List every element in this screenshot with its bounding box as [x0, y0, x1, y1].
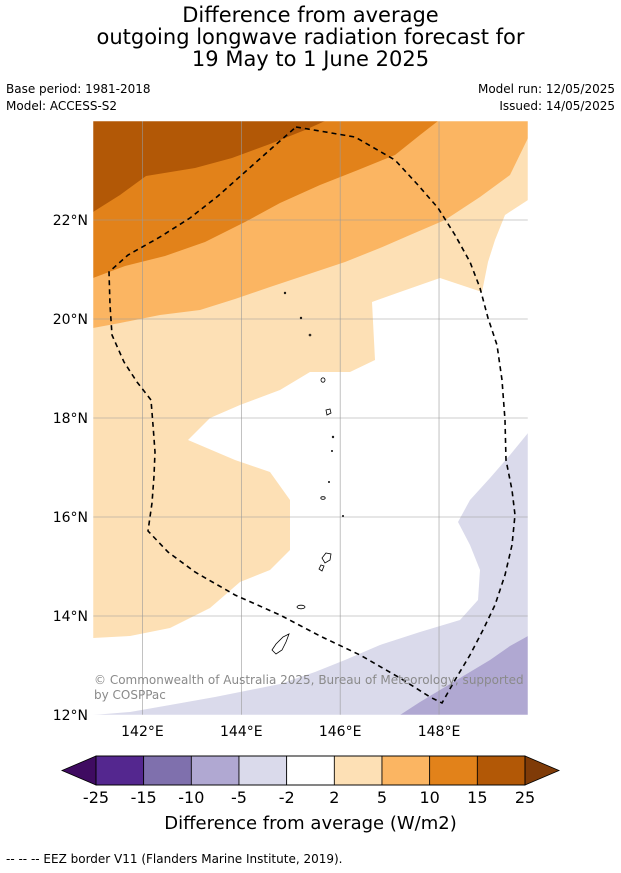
- lat-axis-labels: 22°N 20°N 18°N 16°N 14°N 12°N: [53, 213, 88, 724]
- lat-label-16: 16°N: [53, 510, 88, 526]
- model-name: Model: ACCESS-S2: [6, 99, 118, 113]
- gridlines: [93, 121, 528, 715]
- colorbar-tick-label: 10: [419, 788, 439, 807]
- map-frame: [92, 120, 529, 716]
- lon-label-142: 142°E: [121, 724, 164, 740]
- lon-label-148: 148°E: [418, 724, 461, 740]
- colorbar-cell-5: [286, 755, 335, 786]
- island-maug: [299, 316, 303, 320]
- lat-label-18: 18°N: [53, 411, 88, 427]
- copyright-line-1: © Commonwealth of Australia 2025, Bureau…: [94, 673, 524, 687]
- title-line-3: 19 May to 1 June 2025: [191, 47, 430, 71]
- meta-left: Base period: 1981-2018 Model: ACCESS-S2: [6, 81, 151, 115]
- colorbar-cell-3: [190, 755, 240, 786]
- band-minus5-to-minus2: [93, 433, 528, 715]
- mariana-islands: [271, 291, 344, 655]
- colorbar-tick-label: -15: [131, 788, 157, 807]
- lat-label-20: 20°N: [53, 312, 88, 328]
- colorbar-cell-1: [95, 755, 145, 786]
- island-anatahan: [320, 496, 326, 500]
- lon-label-144: 144°E: [220, 724, 263, 740]
- island-sarigan: [327, 480, 330, 483]
- colorbar-cells: [95, 755, 526, 786]
- eez-border-line: [108, 126, 516, 705]
- eez-footnote: -- -- -- EEZ border V11 (Flanders Marine…: [6, 852, 343, 866]
- colorbar-tick-label: 15: [467, 788, 487, 807]
- lon-label-146: 146°E: [319, 724, 362, 740]
- title-line-2: outgoing longwave radiation forecast for: [96, 25, 525, 49]
- island-saipan: [321, 552, 332, 564]
- copyright-line-2: by COSPPac: [94, 688, 166, 702]
- island-farallon-de-pajaros: [283, 291, 287, 295]
- island-guam: [271, 633, 290, 655]
- map-title: Difference from average outgoing longwav…: [0, 4, 621, 70]
- lon-axis-labels: 142°E 144°E 146°E 148°E: [121, 724, 460, 740]
- island-farallon-de-medinilla: [341, 515, 344, 518]
- colorbar-under-triangle: [60, 755, 97, 786]
- issued-date: Issued: 14/05/2025: [499, 99, 615, 113]
- lat-label-14: 14°N: [53, 609, 88, 625]
- colorbar: -25 -15 -10 -5 -2 2 5 10 15 25: [60, 755, 561, 807]
- island-tinian: [318, 564, 325, 572]
- island-rota: [296, 604, 306, 610]
- title-line-1: Difference from average: [182, 3, 439, 27]
- band-15-to-25: [93, 121, 325, 212]
- colorbar-cell-9: [476, 755, 526, 786]
- colorbar-tick-label: 25: [515, 788, 535, 807]
- base-period: Base period: 1981-2018: [6, 82, 151, 96]
- colorbar-tick-labels: -25 -15 -10 -5 -2 2 5 10 15 25: [83, 788, 535, 807]
- colorbar-tick-label: -25: [83, 788, 109, 807]
- colorbar-tick-label: -5: [231, 788, 247, 807]
- colorbar-cell-6: [333, 755, 383, 786]
- colorbar-cell-2: [143, 755, 192, 786]
- colorbar-tick-label: 2: [329, 788, 339, 807]
- colorbar-cell-7: [381, 755, 431, 786]
- colorbar-tick-label: 5: [377, 788, 387, 807]
- colorbar-label: Difference from average (W/m2): [164, 813, 457, 834]
- colorbar-cell-4: [238, 755, 288, 786]
- lat-label-22: 22°N: [53, 213, 88, 229]
- meta-right: Model run: 12/05/2025 Issued: 14/05/2025: [478, 81, 615, 115]
- model-run: Model run: 12/05/2025: [477, 82, 615, 96]
- island-alamagan: [331, 435, 335, 439]
- island-pagan: [325, 408, 332, 416]
- island-agrihan: [320, 377, 326, 383]
- island-guguan: [330, 449, 333, 452]
- colorbar-cell-8: [429, 755, 478, 786]
- colorbar-tick-label: -10: [178, 788, 204, 807]
- map-plot-area: © Commonwealth of Australia 2025, Bureau…: [93, 121, 528, 715]
- colorbar-over-triangle: [524, 755, 561, 786]
- colorbar-outline: [95, 755, 526, 786]
- island-asuncion: [308, 333, 312, 337]
- colorbar-tick-label: -2: [279, 788, 295, 807]
- lat-label-12: 12°N: [53, 708, 88, 724]
- band-minus10-to-minus5: [400, 636, 528, 715]
